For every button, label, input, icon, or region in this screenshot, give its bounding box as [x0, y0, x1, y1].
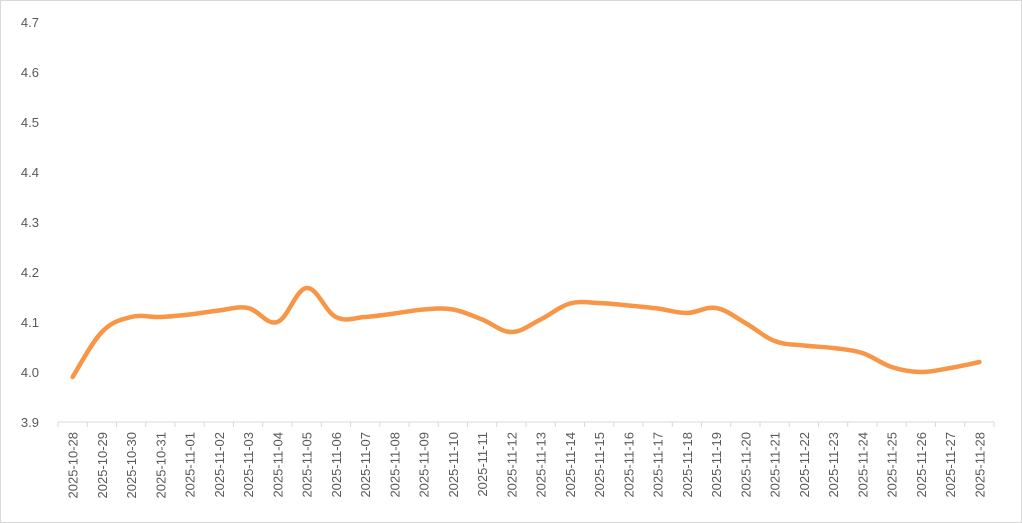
data-point	[568, 302, 572, 306]
x-tick-label: 2025-11-26	[914, 432, 929, 498]
x-tick-label: 2025-11-24	[855, 432, 870, 498]
data-point	[977, 360, 981, 364]
y-tick-label: 4.4	[21, 165, 39, 180]
x-tick-label: 2025-10-28	[66, 432, 81, 499]
data-point	[743, 321, 747, 325]
data-point	[188, 313, 192, 317]
x-tick-label: 2025-11-28	[972, 432, 987, 498]
x-tick-label: 2025-11-05	[300, 432, 315, 498]
x-tick-label: 2025-11-18	[680, 432, 695, 498]
x-tick-label: 2025-11-16	[621, 432, 636, 498]
data-point	[773, 339, 777, 343]
x-tick-label: 2025-11-09	[417, 432, 432, 498]
data-point	[217, 309, 221, 313]
y-tick-label: 4.5	[21, 115, 39, 130]
data-point	[948, 366, 952, 370]
x-tick-label: 2025-11-06	[329, 432, 344, 498]
data-point	[129, 315, 133, 319]
series-layer	[70, 285, 982, 380]
y-tick-label: 4.2	[21, 265, 39, 280]
data-point	[305, 286, 309, 290]
x-tick-label: 2025-11-21	[768, 432, 783, 498]
data-point	[685, 311, 689, 315]
y-tick-label: 4.3	[21, 215, 39, 230]
data-point	[100, 330, 104, 334]
data-point	[158, 315, 162, 319]
data-point	[597, 301, 601, 305]
x-tick-label: 2025-11-02	[212, 432, 227, 498]
y-tick-label: 4.0	[21, 365, 39, 380]
data-point	[831, 346, 835, 350]
x-tick-label: 2025-11-27	[943, 432, 958, 498]
y-tick-label: 4.6	[21, 65, 39, 80]
data-point	[275, 320, 279, 324]
data-point	[480, 318, 484, 322]
y-tick-label: 3.9	[21, 415, 39, 430]
x-tick-label: 2025-11-23	[826, 432, 841, 498]
data-point	[714, 306, 718, 310]
x-tick-label: 2025-11-15	[592, 432, 607, 498]
data-point	[451, 308, 455, 312]
x-tick-label: 2025-11-10	[446, 432, 461, 498]
x-tick-label: 2025-10-30	[124, 432, 139, 499]
x-tick-label: 2025-11-01	[183, 432, 198, 498]
data-point	[334, 315, 338, 319]
data-point	[539, 318, 543, 322]
x-tick-label: 2025-11-03	[241, 432, 256, 498]
x-tick-label: 2025-10-29	[95, 432, 110, 499]
x-tick-label: 2025-11-12	[504, 432, 519, 498]
data-point	[392, 312, 396, 316]
data-point	[890, 365, 894, 369]
x-tick-label: 2025-10-31	[153, 432, 168, 499]
y-tick-label: 4.7	[21, 15, 39, 30]
x-tick-label: 2025-11-22	[797, 432, 812, 498]
data-point	[422, 308, 426, 312]
x-tick-label: 2025-11-08	[387, 432, 402, 498]
data-point	[246, 306, 250, 310]
x-tick-label: 2025-11-11	[475, 432, 490, 497]
x-tick-label: 2025-11-13	[534, 432, 549, 498]
x-tick-label: 2025-11-25	[885, 432, 900, 498]
data-point	[363, 315, 367, 319]
data-point	[802, 344, 806, 348]
data-point	[919, 370, 923, 374]
data-point	[860, 351, 864, 355]
series-line	[70, 285, 982, 380]
y-tick-label: 4.1	[21, 315, 39, 330]
x-axis: 2025-10-28 2025-10-29 2025-10-30 2025-10-31…	[57, 421, 995, 499]
x-tick-label: 2025-11-07	[358, 432, 373, 498]
x-tick-label: 2025-11-20	[738, 432, 753, 498]
data-point	[509, 330, 513, 334]
y-axis: 3.9 4.0 4.1 4.2 4.3 4.4 4.5 4.6 4.7	[21, 15, 39, 430]
data-point	[71, 375, 75, 379]
data-point	[626, 304, 630, 308]
x-tick-label: 2025-11-19	[709, 432, 724, 498]
data-point	[656, 307, 660, 311]
x-tick-label: 2025-11-14	[563, 432, 578, 498]
x-tick-label: 2025-11-17	[651, 432, 666, 498]
x-tick-label: 2025-11-04	[270, 432, 285, 498]
